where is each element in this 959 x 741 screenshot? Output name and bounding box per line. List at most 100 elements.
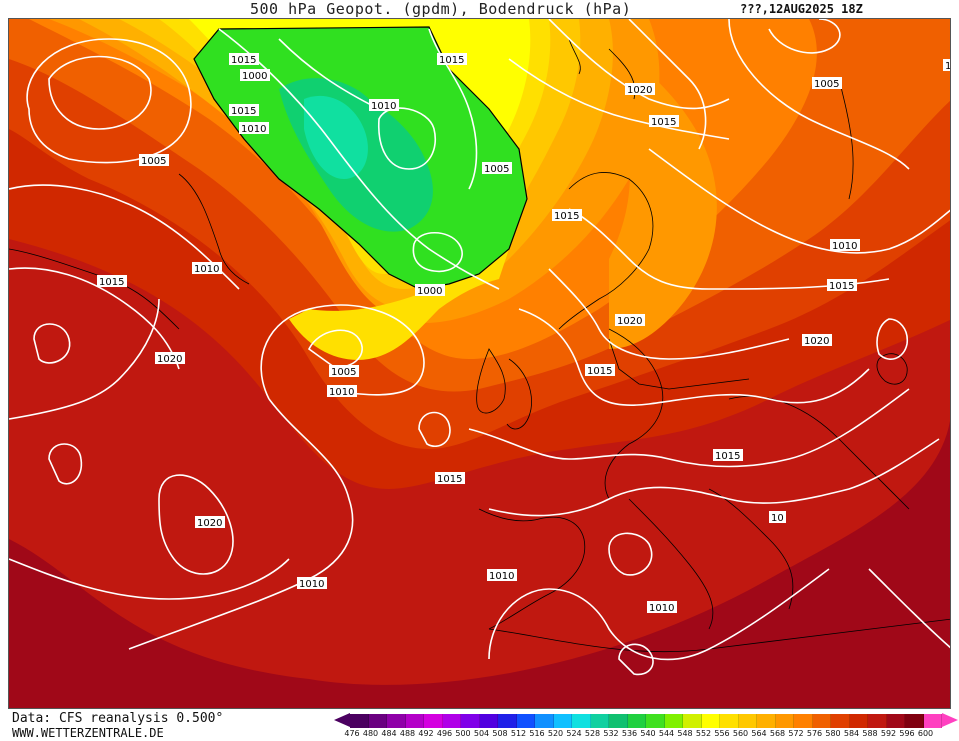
color-legend: 476 480 484 488 492 496 500 504 508 512 516 520 524 5… — [334, 712, 958, 741]
legend-swatch — [794, 714, 813, 728]
legend-swatch — [442, 714, 461, 728]
isobar-label-box — [240, 69, 270, 81]
legend-swatch — [387, 714, 406, 728]
legend-tick-label: 560 — [732, 729, 749, 738]
isobar-label: 1015 — [554, 211, 579, 222]
legend-tick-label: 476 — [344, 729, 360, 738]
isobar-label: 1005 — [331, 367, 356, 378]
legend-swatch — [516, 714, 535, 728]
isobar-label-box — [769, 511, 786, 523]
legend-tick-label: 592 — [880, 729, 897, 738]
legend-tick-label: 540 — [640, 729, 656, 738]
legend-tick-label: 580 — [825, 729, 841, 738]
legend-tick-label: 552 — [695, 729, 712, 738]
legend-swatch — [831, 714, 850, 728]
legend-swatch — [646, 714, 665, 728]
isobar-label-box — [943, 59, 950, 71]
isobar-label-box — [827, 279, 857, 291]
legend-tick-label: 584 — [843, 729, 860, 738]
legend-swatch — [368, 714, 387, 728]
isobar-label-box — [415, 284, 445, 296]
legend-tick-label: 556 — [714, 729, 730, 738]
isobar-label: 1010 — [299, 579, 324, 590]
isobar-label: 1015 — [231, 55, 256, 66]
legend-tick-label: 492 — [418, 729, 434, 738]
legend-right-arrow-icon — [942, 713, 958, 727]
isobar-label-box — [615, 314, 645, 326]
isobar-label: 1005 — [141, 156, 166, 167]
legend-tick-label: 544 — [658, 729, 675, 738]
height-field-536 — [304, 95, 368, 179]
legend-left-arrow-icon — [334, 713, 350, 727]
legend-tick-label: 588 — [862, 729, 878, 738]
isobar-label: 1015 — [715, 451, 740, 462]
isobar-label: 1020 — [617, 316, 642, 327]
legend-swatch — [553, 714, 572, 728]
isobar-label: 1005 — [484, 164, 509, 175]
legend-tick-label: 484 — [381, 729, 397, 738]
legend-tick-label: 600 — [917, 729, 934, 738]
isobar-label-box — [369, 99, 399, 111]
legend-tick-labels: 476 480 484 488 492 496 500 504 508 512 516 520 524 5… — [334, 729, 958, 741]
isobar-label: 1015 — [587, 366, 612, 377]
isobar-label-box — [830, 239, 860, 251]
height-field-572-east — [569, 19, 717, 349]
isobar-label-box — [435, 472, 465, 484]
legend-swatch — [664, 714, 683, 728]
legend-swatch — [461, 714, 480, 728]
legend-tick-label: 500 — [455, 729, 471, 738]
isobar-label-box — [195, 516, 225, 528]
isobar-label: 1010 — [371, 101, 396, 112]
isobar-label-box — [649, 115, 679, 127]
isobar-label: 1020 — [627, 85, 652, 96]
isobar-label-box — [487, 569, 517, 581]
isobar-label: 1020 — [804, 336, 829, 347]
legend-swatch — [923, 714, 942, 728]
isobar-label: 1020 — [157, 354, 182, 365]
legend-swatch — [812, 714, 831, 728]
legend-tick-label: 596 — [899, 729, 915, 738]
map-area: 1015 1015 1010 1000 1005 1010 1005 1015 1000 1010… — [8, 18, 951, 709]
isobar-label-box — [713, 449, 743, 461]
isobar-label-box — [155, 352, 185, 364]
legend-tick-label: 488 — [399, 729, 416, 738]
isobar-label: 1010 — [489, 571, 514, 582]
legend-swatch — [498, 714, 517, 728]
legend-swatch — [905, 714, 924, 728]
legend-tick-label: 528 — [584, 729, 601, 738]
legend-color-bar — [350, 714, 942, 728]
legend-tick-label: 480 — [362, 729, 379, 738]
height-field-560-trough — [289, 249, 509, 360]
isobar-label-box — [802, 334, 832, 346]
isobar-label-box — [229, 53, 259, 65]
legend-swatch — [627, 714, 646, 728]
legend-swatch — [683, 714, 702, 728]
isobar-label-box — [229, 104, 259, 116]
isobar-label: 1005 — [814, 79, 839, 90]
isobar-label-box — [297, 577, 327, 589]
isobar-label: 1020 — [197, 518, 222, 529]
isobar-label-box — [812, 77, 842, 89]
isobar-label-box — [192, 262, 222, 274]
legend-swatch — [886, 714, 905, 728]
isobar-label: 10 — [771, 513, 784, 524]
isobar-label: 1015 — [437, 474, 462, 485]
legend-swatch — [350, 714, 369, 728]
legend-tick-label: 496 — [436, 729, 453, 738]
legend-swatch — [424, 714, 443, 728]
legend-swatch — [590, 714, 609, 728]
isobar-label: 1010 — [194, 264, 219, 275]
legend-swatch — [479, 714, 498, 728]
isobar-label: 1015 — [439, 55, 464, 66]
legend-tick-label: 532 — [603, 729, 619, 738]
height-field-596 — [9, 419, 950, 708]
isobar-label-box — [625, 83, 655, 95]
isobar-label: 1010 — [241, 124, 266, 135]
legend-swatch — [701, 714, 720, 728]
isobar-labels: 1015101510101000100510101005101510001010… — [97, 53, 950, 614]
isobar-label: 1010 — [832, 241, 857, 252]
website-credit: WWW.WETTERZENTRALE.DE — [12, 726, 164, 740]
isobar-label: 1015 — [99, 277, 124, 288]
legend-tick-label: 576 — [806, 729, 823, 738]
